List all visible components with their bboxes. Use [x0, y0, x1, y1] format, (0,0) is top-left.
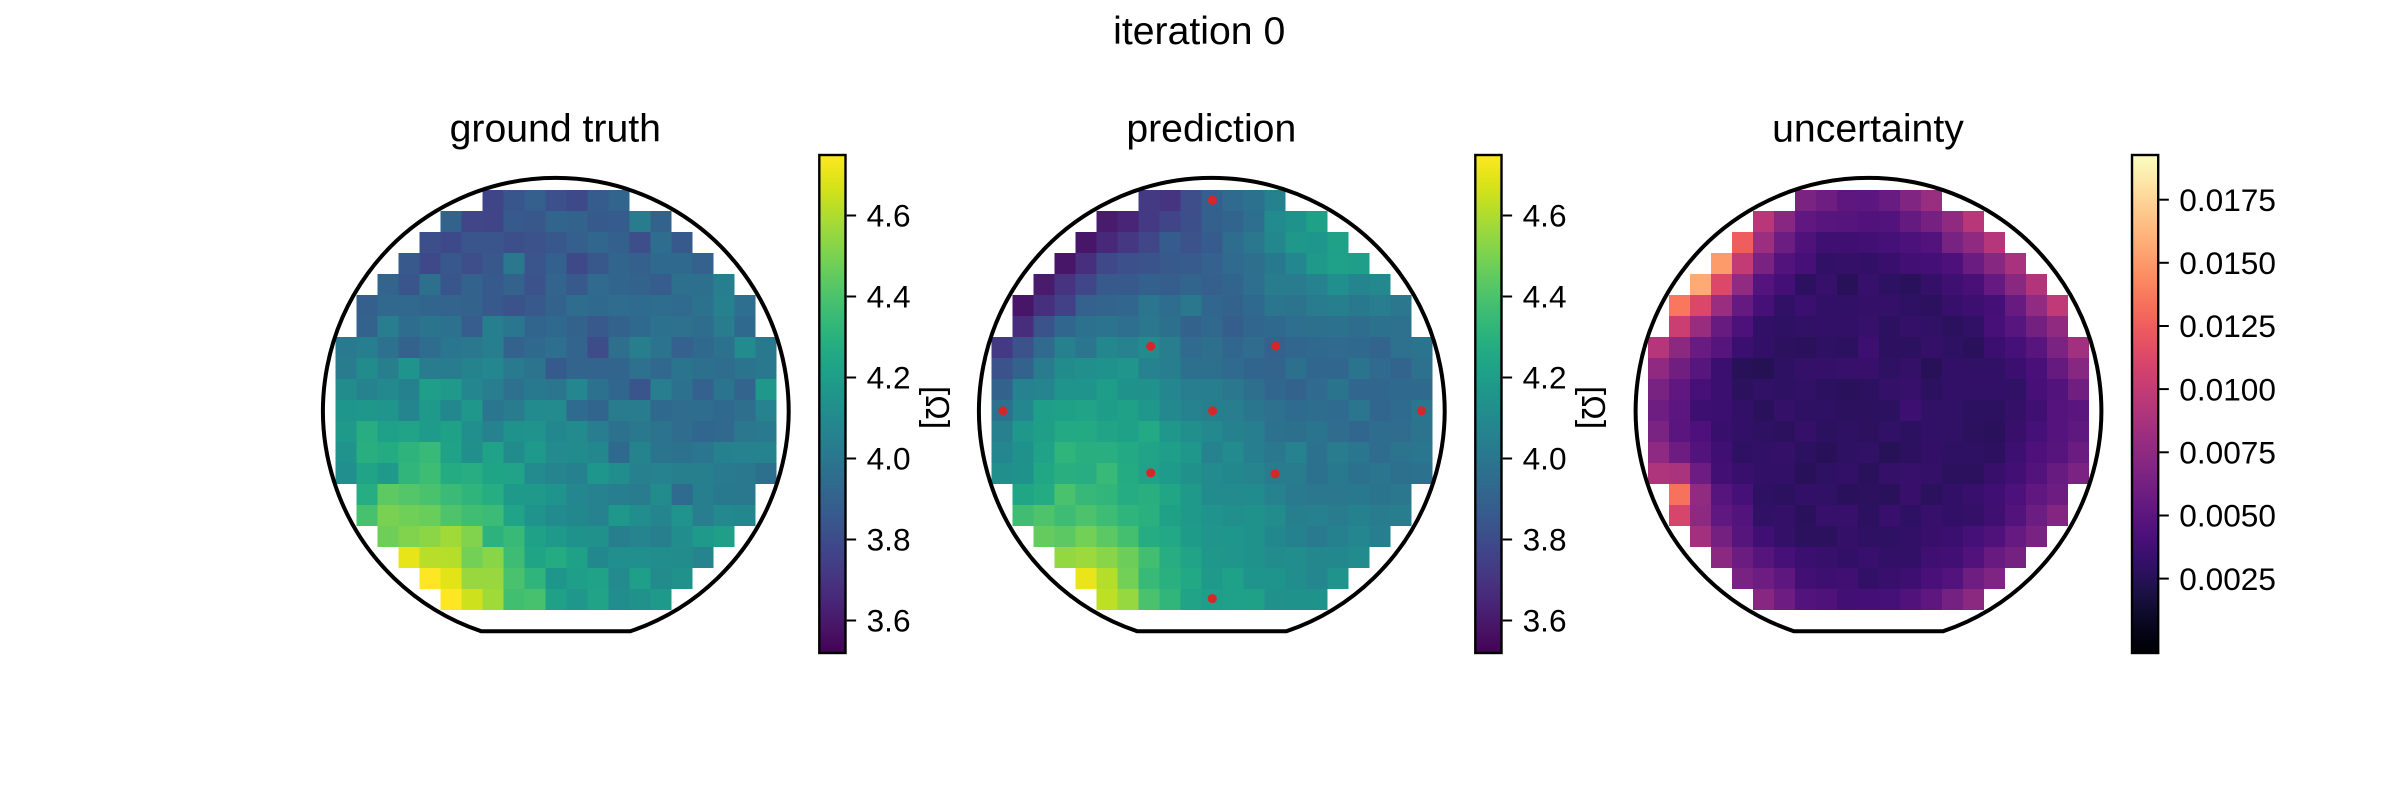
- svg-text:0.0125: 0.0125: [2179, 308, 2276, 344]
- svg-text:prediction: prediction: [1126, 107, 1296, 150]
- svg-text:uncertainty: uncertainty: [1772, 107, 1964, 150]
- svg-text:0.0150: 0.0150: [2179, 245, 2276, 281]
- svg-text:4.0: 4.0: [1523, 441, 1567, 477]
- svg-text:4.4: 4.4: [867, 279, 911, 315]
- svg-text:iteration 0: iteration 0: [1113, 10, 1285, 53]
- svg-text:0.0100: 0.0100: [2179, 371, 2276, 407]
- svg-text:0.0075: 0.0075: [2179, 435, 2276, 471]
- svg-text:4.4: 4.4: [1523, 279, 1567, 315]
- svg-text:[Ω]: [Ω]: [919, 386, 956, 429]
- svg-text:4.6: 4.6: [867, 198, 911, 234]
- svg-text:3.8: 3.8: [1523, 522, 1567, 558]
- svg-text:3.6: 3.6: [1523, 603, 1567, 639]
- svg-text:4.0: 4.0: [867, 441, 911, 477]
- svg-text:ground truth: ground truth: [450, 107, 661, 150]
- svg-text:3.6: 3.6: [867, 603, 911, 639]
- svg-text:0.0025: 0.0025: [2179, 561, 2276, 597]
- svg-text:0.0175: 0.0175: [2179, 182, 2276, 218]
- svg-text:3.8: 3.8: [867, 522, 911, 558]
- svg-text:[Ω]: [Ω]: [1575, 386, 1612, 429]
- svg-text:4.2: 4.2: [1523, 360, 1567, 396]
- svg-text:0.0050: 0.0050: [2179, 498, 2276, 534]
- svg-text:4.2: 4.2: [867, 360, 911, 396]
- svg-text:4.6: 4.6: [1523, 198, 1567, 234]
